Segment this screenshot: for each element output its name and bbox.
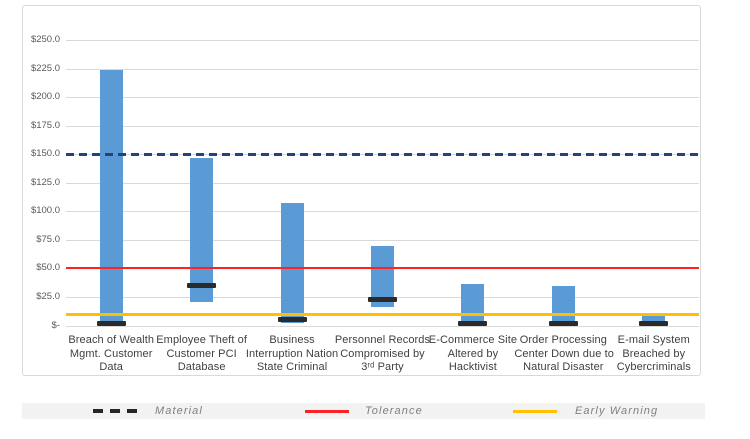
y-axis-tick-label: $50.0	[36, 262, 60, 274]
bar-marker	[458, 320, 488, 326]
category-label-line: Breach of Wealth	[68, 334, 155, 346]
y-axis-tick-label: $225.0	[30, 62, 60, 74]
category-label-line: Employee Theft of	[156, 334, 248, 346]
category-label-line: Breached by	[622, 347, 686, 360]
early-warning-line-swatch-icon	[513, 409, 557, 413]
category-label: Business Interruption Nation State Crimina…	[243, 334, 341, 375]
category-label-line: Compromised by	[340, 347, 425, 360]
gridline	[66, 40, 699, 41]
material-line	[66, 152, 699, 156]
floating-bar	[642, 312, 666, 325]
category-label: E-mail System Breached by Cybercriminals	[605, 334, 703, 375]
category-label: Personnel Records Compromised by 3ʳᵈ Party	[334, 334, 432, 375]
bar-marker	[187, 283, 217, 289]
category-label-line: Mgmt. Customer	[69, 347, 153, 360]
early-warning-line	[66, 312, 699, 316]
gridline	[66, 325, 699, 327]
material-dash-swatch-icon	[93, 409, 138, 413]
y-axis-tick-label: $150.0	[30, 148, 60, 160]
gridline	[66, 97, 699, 99]
floating-bar	[280, 203, 304, 324]
gridline	[66, 239, 699, 241]
tolerance-line	[66, 267, 699, 270]
y-axis-tick-label: $-	[51, 319, 60, 331]
risk-exposure-chart: $- $25.0 $50.0 $75.0 $100.0 $125.0 $150.0 $175.…	[22, 5, 701, 376]
y-axis-tick-label: $100.0	[30, 205, 60, 217]
category-label: Breach of Wealth Mgmt. Customer Data	[62, 334, 160, 375]
y-axis-tick-label: $75.0	[36, 233, 60, 245]
category-label-line: Altered by	[447, 347, 499, 360]
category-label-line: Hacktivist	[448, 361, 497, 373]
y-axis-tick-label: $175.0	[30, 119, 60, 131]
category-label-line: State Criminal	[256, 361, 328, 373]
legend-label: Tolerance	[365, 405, 423, 417]
category-label: Order Processing Center Down due to Natura…	[514, 334, 614, 375]
gridline	[66, 68, 699, 70]
category-label-line: Business	[269, 334, 315, 346]
legend-label: Early Warning	[575, 405, 659, 417]
legend: Material Tolerance Early Warning	[22, 403, 705, 419]
tolerance-line-swatch-icon	[305, 409, 349, 413]
category-label-line: Center Down due to	[514, 347, 614, 360]
category-label-line: Cybercriminals	[616, 361, 691, 373]
legend-label: Material	[155, 405, 203, 417]
bar-marker	[277, 317, 307, 323]
floating-bar	[551, 285, 575, 325]
gridline	[66, 182, 699, 184]
floating-bar	[190, 157, 214, 302]
category-label-line: E-Commerce Site	[428, 334, 518, 346]
category-label-line: Data	[99, 361, 124, 373]
category-label-line: Order Processing	[519, 334, 607, 346]
y-axis-tick-label: $250.0	[30, 34, 60, 45]
floating-bar	[461, 284, 485, 325]
gridline	[66, 125, 699, 127]
gridline	[66, 211, 699, 213]
category-label-line: Database	[177, 361, 226, 373]
category-label: E-Commerce Site Altered by Hacktivist	[424, 334, 522, 375]
category-label-line: Personnel Records	[334, 334, 431, 346]
category-label-line: Interruption Nation	[245, 347, 339, 360]
floating-bar	[371, 245, 394, 308]
y-axis-tick-label: $200.0	[30, 91, 60, 103]
category-label-line: 3ʳᵈ Party	[361, 361, 404, 373]
category-label-line: Natural Disaster	[523, 361, 604, 373]
y-axis-tick-label: $25.0	[36, 290, 60, 302]
bar-marker	[96, 320, 126, 326]
bar-marker	[368, 296, 397, 302]
category-label-line: Customer PCI	[166, 347, 237, 360]
bar-marker	[548, 320, 578, 326]
y-axis-tick-label: $125.0	[30, 176, 60, 188]
floating-bar	[99, 69, 123, 325]
bar-marker	[639, 320, 669, 326]
category-label: Employee Theft of Customer PCI Database	[153, 334, 251, 375]
category-label-line: E-mail System	[617, 334, 690, 346]
